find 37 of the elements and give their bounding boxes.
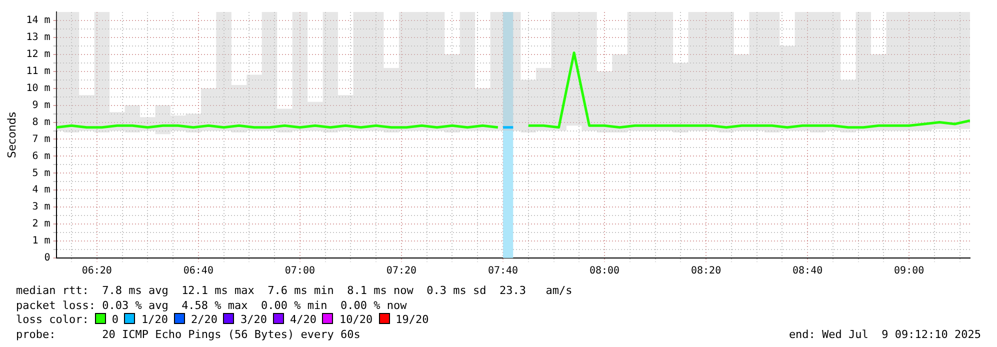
- legend-label: 1/20: [141, 313, 168, 326]
- x-tick-label: 07:40: [488, 266, 518, 277]
- y-tick-label: 5 m: [32, 168, 50, 179]
- text: probe: 20 ICMP Echo Pings (56 Bytes) every 60s: [16, 328, 360, 340]
- text: end: Wed Jul 9 09:12:10 2025: [788, 328, 981, 342]
- y-tick-label: 9 m: [32, 100, 50, 111]
- legend-label: 4/20: [290, 313, 316, 326]
- y-tick-label: 13 m: [26, 32, 50, 44]
- x-tick-label: 08:20: [690, 266, 722, 277]
- legend-label: 10/20: [339, 313, 373, 326]
- x-tick-label: 08:00: [589, 266, 620, 277]
- legend-title: loss color:: [16, 313, 89, 326]
- y-tick-label: 10 m: [26, 82, 50, 94]
- y-tick-label: 1 m: [32, 236, 50, 247]
- y-tick-label: 4 m: [32, 184, 50, 196]
- y-tick-label: 8 m: [32, 116, 50, 128]
- x-tick-label: 08:40: [792, 266, 823, 277]
- y-axis-title: Seconds: [5, 112, 18, 158]
- y-tick-label: 12 m: [26, 49, 50, 60]
- legend-label: 19/20: [396, 313, 429, 326]
- y-tick-label: 14 m: [26, 15, 50, 26]
- x-tick-label: 06:20: [82, 266, 112, 277]
- y-tick-label: 2 m: [32, 218, 50, 230]
- legend-label: 0: [112, 313, 118, 326]
- y-tick-label: 3 m: [32, 202, 50, 213]
- x-tick-label: 07:20: [386, 266, 417, 277]
- y-tick-label: 0: [44, 252, 50, 264]
- x-tick-label: 07:00: [284, 266, 315, 277]
- y-tick-label: 7 m: [32, 134, 50, 145]
- legend-label: 3/20: [240, 313, 267, 326]
- y-tick-label: 6 m: [32, 150, 50, 162]
- text: packet loss: 0.03 % avg 4.58 % max 0.00 % min 0.00 % now: [16, 298, 408, 313]
- x-tick-label: 09:00: [894, 266, 924, 277]
- legend-label: 2/20: [190, 313, 218, 326]
- y-tick-label: 11 m: [26, 66, 50, 77]
- x-tick-label: 06:40: [183, 266, 214, 277]
- text: median rtt: 7.8 ms avg 12.1 ms max 7.6 ms min 8.1 ms now 0.3 ms sd 23.3 am/s: [16, 284, 574, 298]
